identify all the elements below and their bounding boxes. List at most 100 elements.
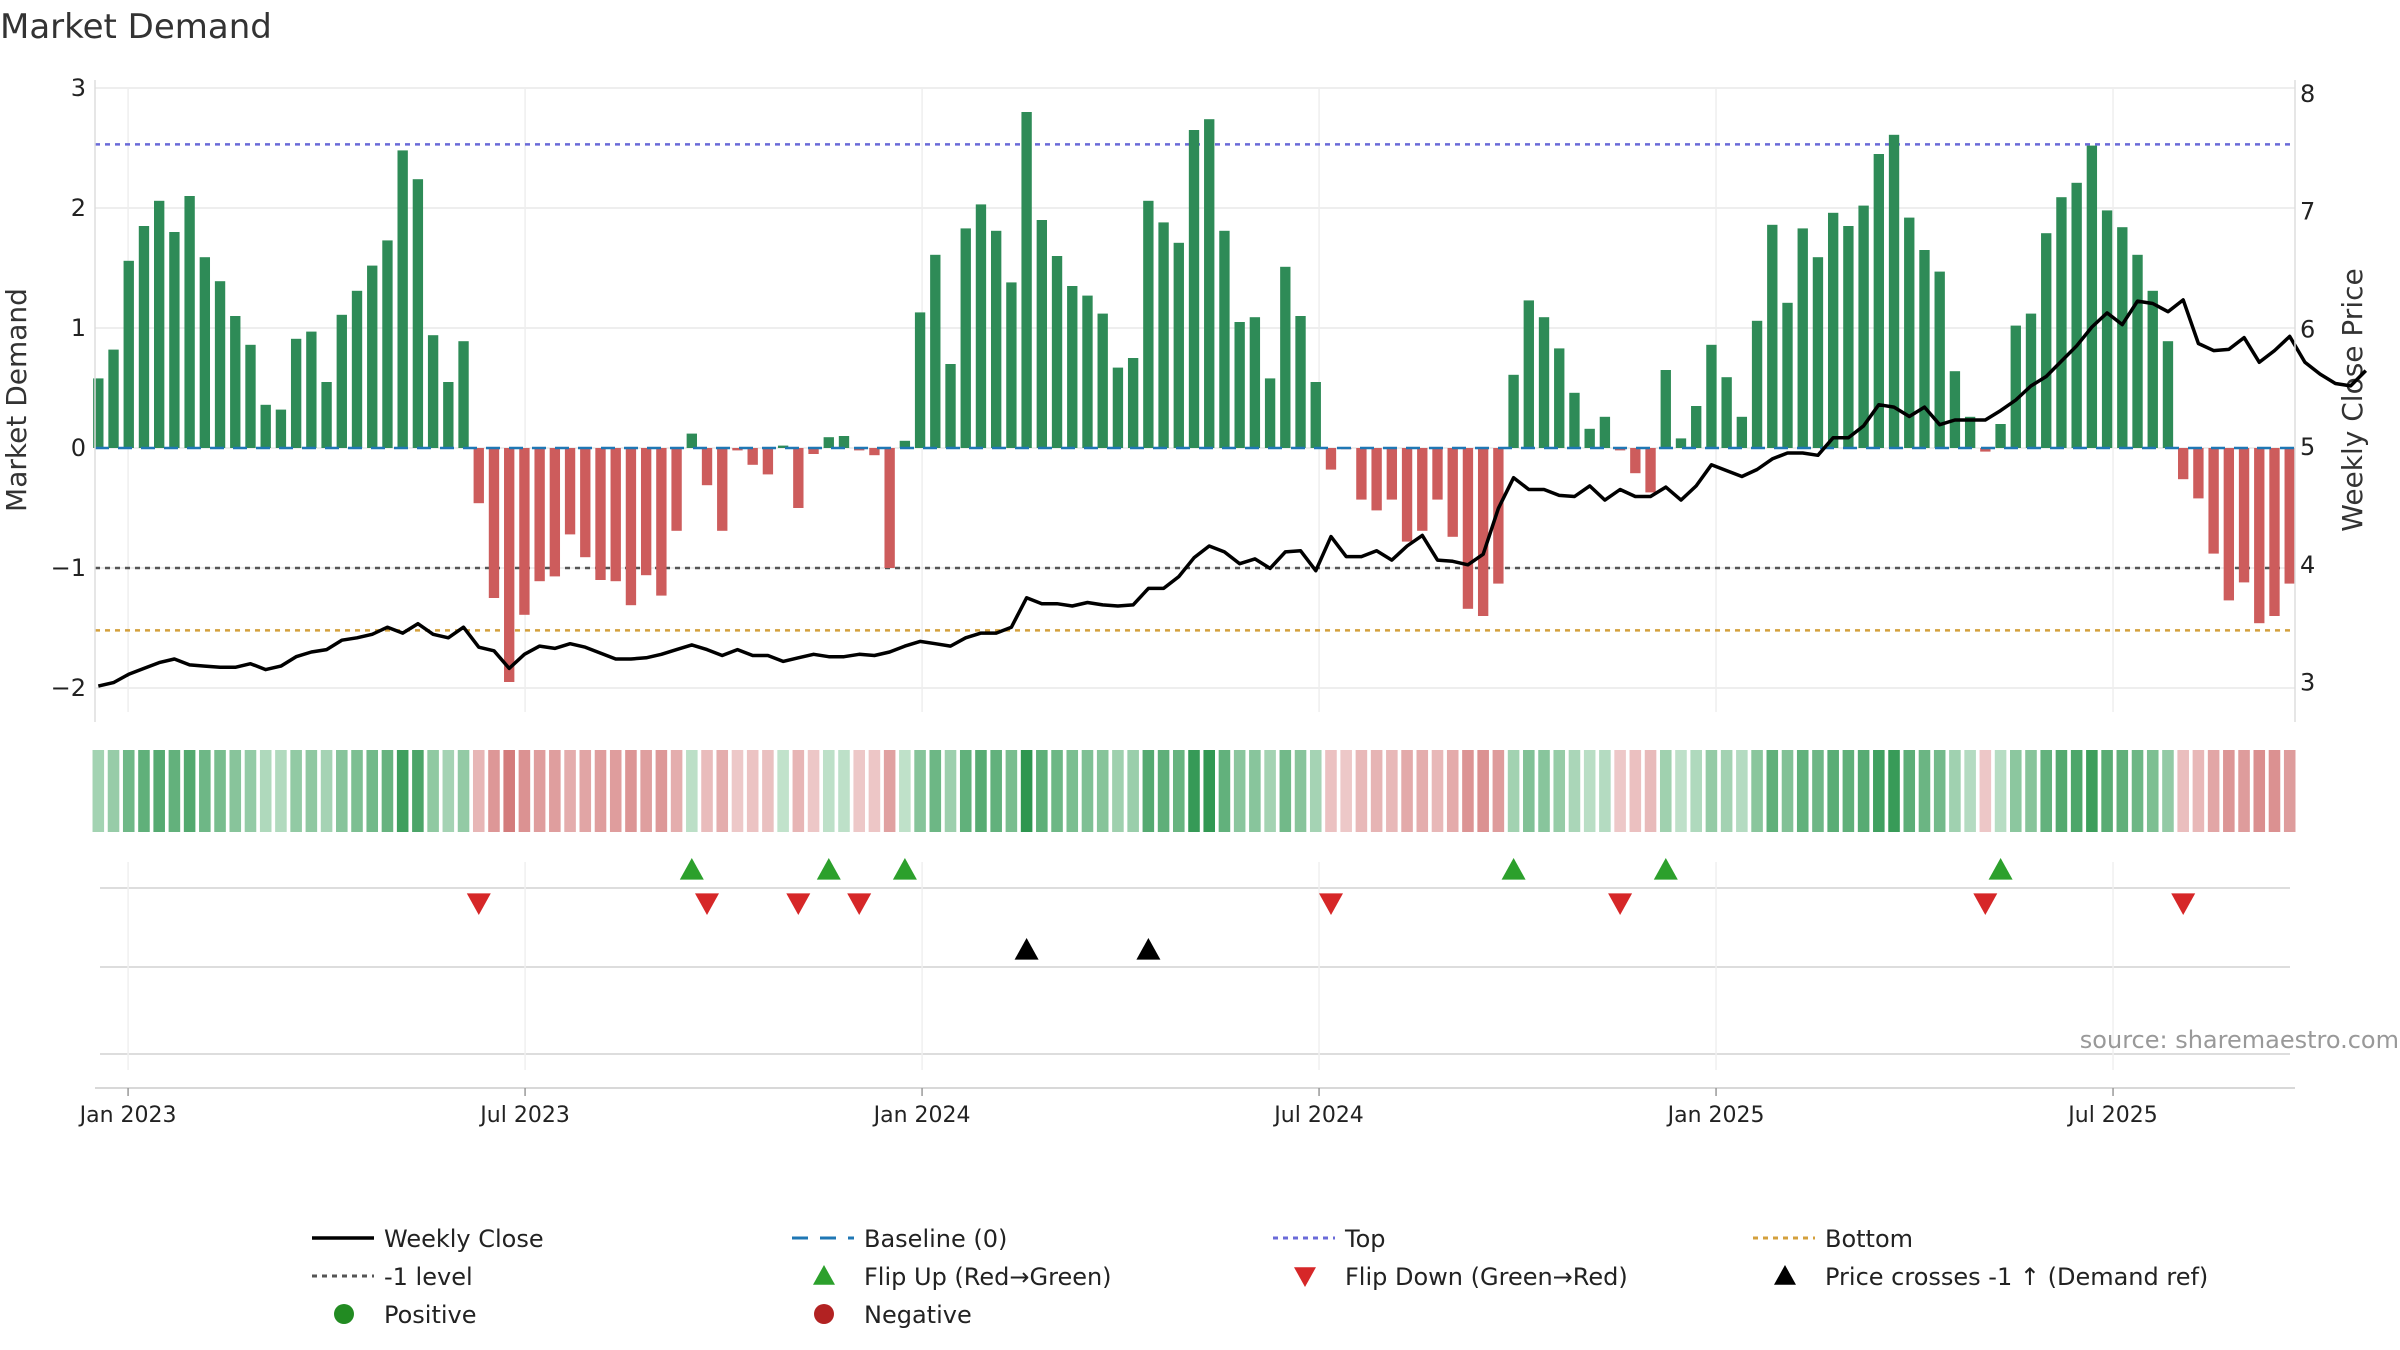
demand-bar (945, 364, 956, 448)
legend-swatch (814, 1304, 834, 1324)
demand-bar (260, 404, 271, 448)
demand-bar (625, 448, 637, 606)
demand-bar (230, 316, 241, 448)
heat-strip-cell (564, 750, 576, 832)
heat-strip-cell (2268, 750, 2281, 832)
demand-bar (1386, 448, 1398, 500)
demand-bar (321, 382, 332, 448)
demand-bar (1797, 228, 1808, 448)
heat-strip (92, 750, 2296, 832)
demand-bar (1919, 250, 1930, 448)
demand-bar (1523, 300, 1534, 448)
heat-strip-cell (183, 750, 196, 832)
flip-down-marker (2171, 893, 2196, 915)
weekly-close-line (97, 298, 2368, 688)
demand-bar (2071, 182, 2082, 449)
heat-strip-cell (366, 750, 379, 832)
heat-strip-cell (1599, 750, 1611, 832)
heat-strip-cell (929, 750, 942, 832)
demand-bar (580, 448, 591, 558)
heat-strip-cell (503, 750, 515, 832)
heat-strip-cell (549, 750, 561, 832)
heat-strip-cell (412, 750, 424, 832)
heat-strip-cell (2055, 750, 2068, 832)
heat-strip-cell (518, 750, 531, 832)
demand-bar (838, 436, 850, 448)
demand-bar (1158, 222, 1169, 448)
demand-bar (2254, 448, 2265, 624)
demand-bar (2056, 197, 2067, 448)
heat-strip-cell (1264, 750, 1276, 832)
heat-strip-cell (320, 750, 333, 832)
demand-bar (1721, 377, 1732, 448)
y2-tick-label: 6 (2300, 315, 2315, 343)
demand-bar (1371, 448, 1382, 511)
heat-strip-cell (1112, 750, 1124, 832)
legend-label: Top (1344, 1225, 1386, 1253)
heat-strip-cell (2207, 750, 2220, 832)
heat-strip-cell (899, 750, 911, 832)
demand-bar (1356, 448, 1367, 500)
demand-bar (2178, 448, 2189, 480)
heat-strip-cell (1736, 750, 1748, 832)
demand-bar (1691, 406, 1702, 448)
demand-bar (1995, 424, 2006, 448)
demand-bar (717, 448, 728, 531)
flip-up-marker (1988, 858, 2013, 880)
demand-bar (686, 433, 697, 448)
heat-strip-cell (1979, 750, 1992, 832)
demand-bar (1873, 154, 1884, 448)
y-tick-label: −2 (51, 674, 86, 702)
demand-bar (2041, 233, 2052, 448)
demand-bar (290, 338, 302, 448)
heat-strip-cell (1492, 750, 1505, 832)
y-tick-label: 2 (71, 194, 86, 222)
demand-bar (823, 437, 834, 448)
demand-bar (777, 445, 789, 448)
demand-bar (1021, 112, 1032, 448)
demand-bar (2132, 254, 2143, 448)
heat-strip-cell (122, 750, 135, 832)
heat-strip-cell (1218, 750, 1231, 832)
heat-strip-cell (1386, 750, 1398, 832)
heat-strip-cell (2025, 750, 2037, 832)
legend-label: Flip Up (Red→Green) (864, 1263, 1112, 1291)
heat-strip-cell (1279, 750, 1292, 832)
heat-strip-cell (1370, 750, 1383, 832)
heat-strip-cell (533, 750, 546, 832)
demand-bar (412, 179, 424, 448)
demand-bar (2117, 227, 2128, 448)
demand-bar (1219, 230, 1230, 448)
chart-title: Market Demand (0, 7, 272, 47)
flip-down-marker (1319, 893, 1343, 915)
heat-strip-cell (2146, 750, 2159, 832)
demand-bar (1569, 392, 1580, 448)
demand-bar (1538, 317, 1550, 448)
heat-strip-cell (1888, 750, 1900, 832)
heat-strip-cell (2223, 750, 2235, 832)
demand-bar (1843, 226, 1854, 448)
heat-strip-cell (2283, 750, 2296, 832)
heat-strip-cell (1949, 750, 1961, 832)
demand-bar (1204, 119, 1215, 448)
heat-strip-cell (1066, 750, 1079, 832)
legend-swatch (1774, 1265, 1796, 1285)
demand-bar (990, 230, 1002, 448)
y2-tick-label: 3 (2300, 669, 2315, 697)
demand-bar (1477, 448, 1489, 616)
demand-bar (1447, 448, 1458, 537)
demand-bar (108, 349, 119, 448)
heat-strip-cell (2116, 750, 2129, 832)
demand-bar (2193, 448, 2204, 499)
legend-label: Flip Down (Green→Red) (1345, 1263, 1628, 1291)
heat-strip-cell (2086, 750, 2098, 832)
demand-bar (747, 448, 758, 465)
heat-strip-cell (457, 750, 470, 832)
heat-strip-cell (990, 750, 1002, 832)
demand-bars (93, 112, 2295, 682)
demand-bar (138, 226, 150, 448)
y-tick-label: 0 (71, 434, 86, 462)
demand-bar (443, 382, 454, 448)
legend-swatch (813, 1265, 835, 1285)
